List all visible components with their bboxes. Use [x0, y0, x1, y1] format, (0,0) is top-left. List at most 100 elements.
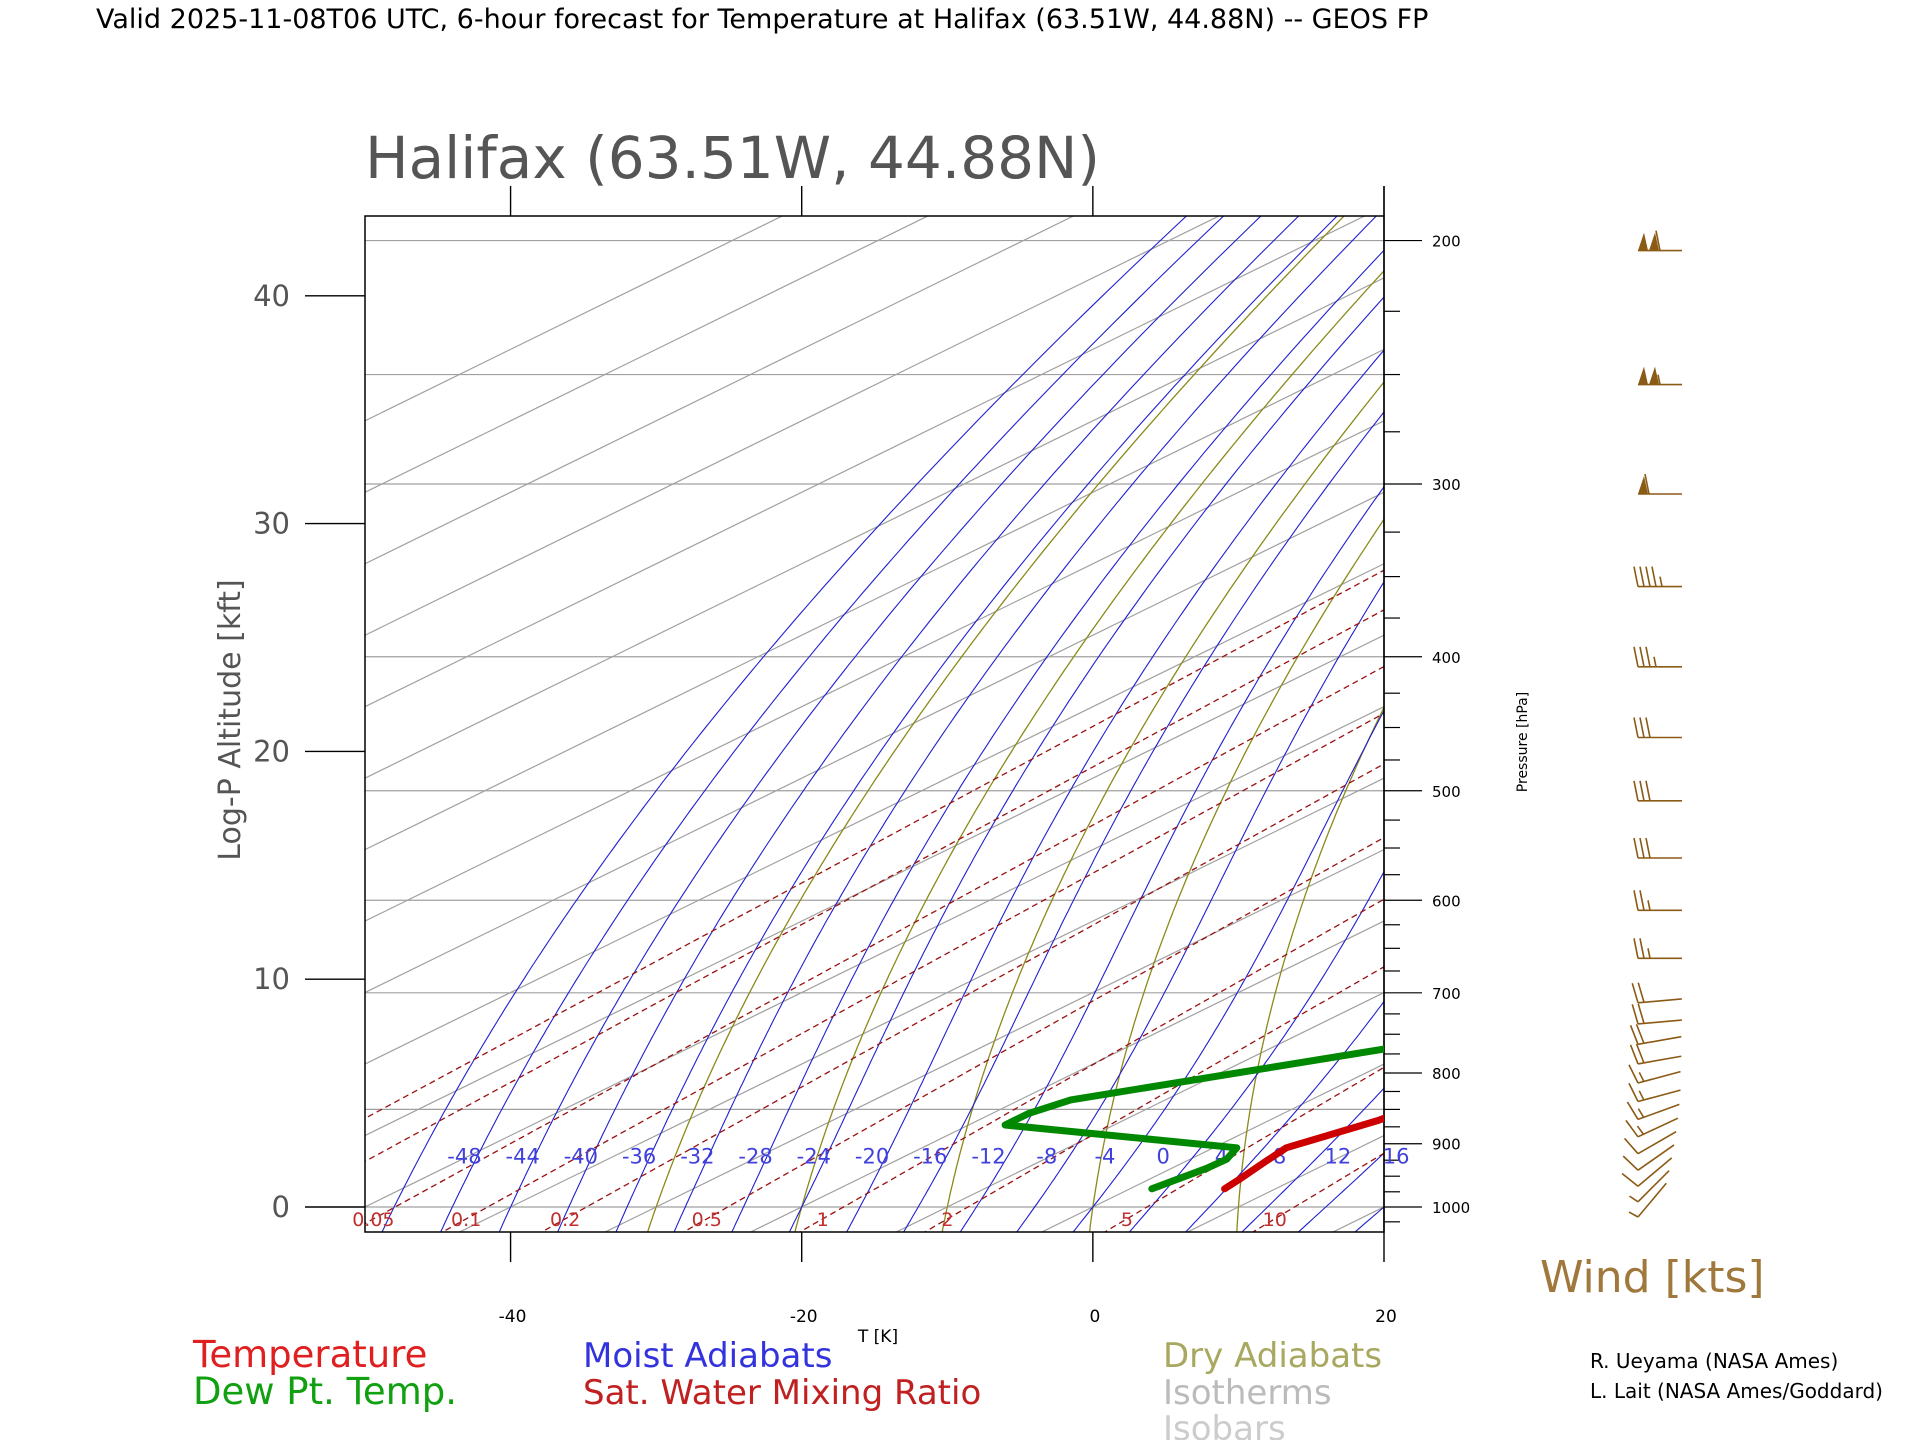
dry-adiabat	[1667, 68, 1920, 1237]
isotherm	[1040, 1063, 1384, 1232]
legend-temperature: Temperature	[192, 1333, 427, 1376]
wind-barb	[1633, 717, 1682, 739]
pressure-tick-label: 300	[1432, 476, 1461, 494]
credit-line-2: L. Lait (NASA Ames/Goddard)	[1590, 1379, 1883, 1403]
moist-adiabat	[1354, 1206, 1384, 1232]
mixing-ratio-line	[682, 836, 1384, 1232]
mixing-ratio-line	[923, 966, 1384, 1232]
legend-dewpoint: Dew Pt. Temp.	[193, 1370, 457, 1413]
moist-adiabat-label: 0	[1156, 1145, 1169, 1169]
isotherm	[749, 920, 1384, 1232]
y-tick-label: 40	[253, 279, 290, 313]
mixing-ratio-line	[365, 609, 1384, 1163]
moist-adiabat	[902, 411, 1384, 1232]
moist-adiabat	[615, 216, 1338, 1232]
wind-barb	[1633, 890, 1682, 912]
moist-adiabat	[1484, 68, 1920, 1264]
moist-adiabat-label: -36	[622, 1145, 656, 1169]
isotherm	[365, 706, 1384, 1208]
profile-lines	[1001, 1045, 1384, 1193]
isotherm	[365, 277, 1384, 779]
isotherm	[365, 216, 1366, 708]
isotherm	[365, 216, 930, 493]
x-axis-label: T [K]	[857, 1327, 898, 1347]
moist-adiabat-label: -44	[506, 1145, 540, 1169]
dry-adiabat	[1528, 68, 1920, 1237]
dewpoint-profile	[1001, 1045, 1384, 1193]
isotherm	[1413, 68, 1920, 1264]
wind-barb	[1631, 982, 1682, 1004]
isotherm	[603, 848, 1384, 1232]
moist-adiabat	[731, 249, 1384, 1232]
wind-barb	[1629, 1170, 1670, 1203]
moist-adiabat-label: -48	[447, 1145, 481, 1169]
mixing-ratio-line	[798, 898, 1384, 1232]
wind-barb	[1633, 646, 1682, 668]
wind-barb	[1621, 1157, 1673, 1187]
moist-adiabat	[440, 216, 1225, 1232]
isotherm	[365, 420, 1384, 922]
moist-adiabat	[1016, 580, 1384, 1232]
mixing-ratio-label: 1	[817, 1209, 829, 1231]
mixing-ratio-label: 5	[1121, 1209, 1133, 1231]
isotherm	[365, 216, 1221, 636]
wind-barb	[1628, 1082, 1681, 1103]
x-tick-label: 20	[1375, 1307, 1397, 1327]
y-tick-label: 30	[253, 507, 290, 541]
isotherm	[365, 491, 1384, 994]
y-tick-label: 0	[272, 1190, 290, 1224]
isotherm	[365, 216, 784, 422]
wind-barb	[1638, 230, 1682, 252]
isotherm	[1559, 68, 1920, 1264]
pressure-tick-label: 500	[1432, 783, 1461, 801]
mixing-ratio-line	[365, 569, 1384, 1120]
moist-adiabat	[1072, 709, 1384, 1232]
mixing-ratio-label: 0.1	[451, 1209, 481, 1231]
pressure-tick-label: 400	[1432, 649, 1461, 667]
moist-adiabat	[845, 349, 1384, 1232]
wind-barb	[1623, 1131, 1677, 1155]
mixing-ratio-label: 10	[1263, 1209, 1287, 1231]
wind-barb	[1628, 1182, 1667, 1218]
dry-adiabat	[794, 269, 1384, 1232]
moist-adiabat-label: -20	[855, 1145, 889, 1169]
wind-barb	[1638, 473, 1682, 495]
pressure-tick-label: 800	[1432, 1065, 1461, 1083]
isotherm	[1186, 1134, 1384, 1232]
moist-adiabat	[1540, 68, 1920, 1264]
legend-moist-adiabats: Moist Adiabats	[583, 1336, 832, 1376]
pressure-tick-label: 900	[1432, 1136, 1461, 1154]
moist-adiabat-label: -16	[913, 1145, 947, 1169]
moist-adiabat	[1184, 1000, 1384, 1232]
moist-adiabat-label: -4	[1094, 1145, 1115, 1169]
wind-barb	[1626, 1101, 1680, 1121]
moist-adiabat	[1241, 1087, 1384, 1232]
y-tick-label: 10	[253, 962, 290, 996]
mixing-ratio-label: 0.5	[692, 1209, 722, 1231]
legend-isobars: Isobars	[1163, 1409, 1286, 1440]
moist-adiabat-label: 16	[1383, 1145, 1410, 1169]
wind-barb	[1629, 1043, 1682, 1065]
moist-adiabat-label: -12	[971, 1145, 1005, 1169]
moist-adiabat-label: -40	[564, 1145, 598, 1169]
pressure-tick-label: 600	[1432, 892, 1461, 910]
pressure-tick-label: 200	[1432, 233, 1461, 251]
mixing-ratio-label: 0.05	[352, 1209, 394, 1231]
wind-barb	[1633, 566, 1682, 588]
mixing-ratio-line	[365, 665, 1384, 1225]
moist-adiabat	[498, 216, 1262, 1232]
moist-adiabat	[557, 216, 1300, 1232]
isotherm	[365, 348, 1384, 851]
moist-adiabat	[1297, 1152, 1384, 1232]
moist-adiabat-labels: -48 -44 -40 -36 -32 -28 -24 -20 -16 -12 -8 -4 0 4 8 12 1…	[447, 1145, 1409, 1169]
moist-adiabat-label: -28	[738, 1145, 772, 1169]
x-tick-label: -40	[499, 1307, 527, 1327]
wind-barb	[1625, 1117, 1679, 1138]
legend-mixing-ratio: Sat. Water Mixing Ratio	[583, 1373, 981, 1413]
legend-isotherms: Isotherms	[1163, 1373, 1332, 1413]
isotherm	[365, 216, 1075, 565]
wind-barb	[1633, 780, 1682, 802]
wind-barb	[1638, 366, 1682, 386]
legend-dry-adiabats: Dry Adiabats	[1163, 1336, 1382, 1376]
wind-barbs	[1621, 230, 1682, 1218]
